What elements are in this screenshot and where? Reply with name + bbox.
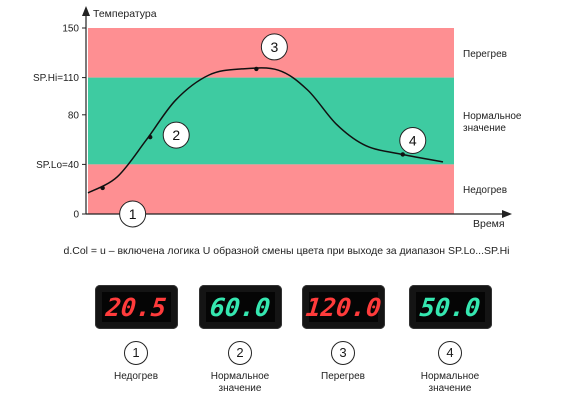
display-state-label: Нормальное значение xyxy=(190,371,290,395)
y-tick-label: SP.Lo=40 xyxy=(36,160,79,171)
display-state-label: Перегрев xyxy=(293,371,393,383)
display-index-badge: 1 xyxy=(124,341,148,365)
y-tick-label: 0 xyxy=(73,210,79,221)
y-tick-label: SP.Hi=110 xyxy=(33,73,79,84)
display-screen: 20.5 xyxy=(102,292,171,322)
zone-label: Нормальное xyxy=(463,111,522,122)
display-index-badge: 3 xyxy=(331,341,355,365)
y-axis-label: Температура xyxy=(93,8,157,20)
y-tick-label: 150 xyxy=(62,24,79,35)
marker-badge-3 xyxy=(260,33,288,61)
marker-number-2: 2 xyxy=(172,127,180,143)
digital-display-2: 60.0 xyxy=(199,285,282,329)
zone-label: Недогрев xyxy=(463,185,507,196)
display-index-badge: 4 xyxy=(438,341,462,365)
y-axis-arrow xyxy=(82,6,90,16)
curve-point-3 xyxy=(254,66,259,72)
display-state-label-line: Нормальное xyxy=(210,371,270,382)
digital-display-1: 20.5 xyxy=(95,285,178,329)
display-value: 60.0 xyxy=(208,292,273,322)
marker-number-3: 3 xyxy=(270,39,278,55)
display-state-label-line: Перегрев xyxy=(321,371,365,382)
x-axis-label: Время xyxy=(473,218,505,230)
display-state-label: Недогрев xyxy=(86,371,186,383)
color-logic-caption: d.Col = u – включена логика U образной с… xyxy=(63,245,510,257)
display-index-badge: 2 xyxy=(228,341,252,365)
display-screen: 60.0 xyxy=(206,292,275,322)
zone-label: значение xyxy=(463,123,506,134)
display-value: 20.5 xyxy=(104,292,169,322)
display-state-label-line: Недогрев xyxy=(113,371,159,382)
curve-point-2 xyxy=(148,134,153,140)
display-value: 50.0 xyxy=(418,292,483,322)
display-state-label-line: значение xyxy=(218,383,262,394)
zone-label: Перегрев xyxy=(463,49,507,60)
display-state-label-line: Нормальное xyxy=(420,371,480,382)
display-screen: 50.0 xyxy=(416,292,485,322)
marker-number-4: 4 xyxy=(409,132,417,148)
temperature-zone-diagram: Температура Время 150 SP.Hi=110 80 SP.Lo=40… xyxy=(33,6,522,230)
marker-number-1: 1 xyxy=(129,206,137,222)
y-tick-label: 80 xyxy=(68,110,80,121)
display-state-label: Нормальное значение xyxy=(400,371,500,395)
zone-band-2 xyxy=(88,164,454,214)
display-state-label-line: значение xyxy=(428,383,472,394)
curve-point-1 xyxy=(100,185,105,191)
marker-badge-2 xyxy=(162,121,190,149)
marker-badge-4 xyxy=(399,126,427,154)
marker-badge-1 xyxy=(119,200,147,228)
display-value: 120.0 xyxy=(304,292,383,322)
digital-display-3: 120.0 xyxy=(302,285,385,329)
zone-band-1 xyxy=(88,77,454,165)
temperature-curve xyxy=(87,67,444,194)
curve-point-4 xyxy=(400,152,405,157)
display-screen: 120.0 xyxy=(304,292,383,322)
x-axis-arrow xyxy=(502,210,512,218)
digital-display-4: 50.0 xyxy=(409,285,492,329)
